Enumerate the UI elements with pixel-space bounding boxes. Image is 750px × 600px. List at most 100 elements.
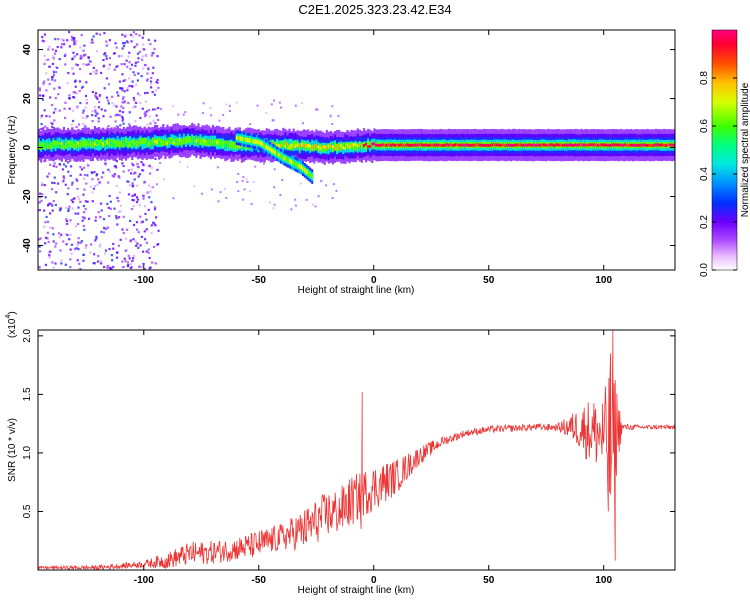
- spectrogram-noise-cell: [139, 266, 142, 269]
- spectrogram-noise-cell: [140, 74, 143, 78]
- spectrogram-noise-cell: [222, 113, 225, 116]
- spectrogram-noise-cell: [43, 54, 46, 57]
- spectrogram-ridge-cell: [304, 144, 308, 148]
- spectrogram-noise-cell: [117, 175, 120, 178]
- spectrogram-noise-cell: [151, 186, 154, 189]
- spectrogram-noise-cell: [148, 115, 151, 118]
- spectrogram-ridge-cell: [54, 142, 57, 146]
- spectrogram-noise-cell: [149, 122, 152, 125]
- spectrogram-noise-cell: [54, 38, 57, 41]
- spectrogram-branch-cell: [246, 137, 249, 143]
- spectrogram-noise-cell: [149, 266, 152, 269]
- spectrogram-noise-cell: [120, 115, 124, 118]
- spectrogram-branch-cell: [254, 139, 257, 144]
- spectrogram-noise-cell: [54, 97, 57, 100]
- spectrogram-ridge-cell: [491, 143, 494, 147]
- spectrogram-noise-cell: [145, 218, 148, 221]
- spectrogram-noise-cell: [128, 123, 131, 126]
- spectrogram-noise-cell: [43, 62, 46, 65]
- spectrogram-noise-cell: [126, 87, 129, 90]
- spectrogram-noise-cell: [106, 99, 110, 102]
- spectrogram-branch-cell: [300, 164, 303, 170]
- spectrogram-noise-cell: [67, 209, 70, 213]
- spectrogram-ridge-cell: [536, 143, 539, 147]
- spectrogram-noise-cell: [64, 53, 67, 56]
- spectrogram-ridge-cell: [342, 142, 345, 149]
- spectrogram-ridge-cell: [143, 140, 146, 143]
- spectrogram-noise-cell: [79, 57, 82, 60]
- spectrogram-noise-cell: [294, 104, 297, 107]
- spectrogram-ridge-cell: [344, 142, 347, 150]
- spectrogram-ridge-cell: [367, 145, 370, 149]
- spectrogram-noise-cell: [87, 63, 90, 66]
- spectrogram-ridge-cell: [503, 143, 506, 147]
- spectrogram-noise-cell: [193, 185, 196, 188]
- spectrogram-ridge-cell: [73, 141, 76, 145]
- spectrogram-branch-cell: [248, 138, 251, 143]
- spectrogram-noise-cell: [64, 165, 68, 168]
- spectrogram-noise-cell: [50, 76, 54, 79]
- spectrogram-noise-cell: [45, 115, 48, 118]
- spectrogram-noise-cell: [74, 42, 77, 45]
- spectrogram-noise-cell: [51, 181, 54, 184]
- spectrogram-noise-cell: [52, 127, 56, 130]
- spectrogram-noise-cell: [65, 218, 68, 221]
- spectrogram-ridge-cell: [654, 143, 657, 147]
- spectrogram-noise-cell: [145, 228, 148, 231]
- spectrogram-noise-cell: [72, 36, 75, 40]
- spectrogram-noise-cell: [141, 36, 144, 39]
- spectrogram-noise-cell: [113, 104, 116, 107]
- spectrogram-noise-cell: [60, 43, 63, 46]
- spectrogram-noise-cell: [66, 233, 69, 237]
- spectrogram-noise-cell: [107, 124, 110, 128]
- spectrogram-noise-cell: [64, 183, 67, 186]
- spectrogram-noise-cell: [300, 101, 303, 104]
- spectrogram-noise-cell: [72, 109, 75, 112]
- spectrogram-noise-cell: [156, 55, 159, 58]
- spectrogram-noise-cell: [67, 170, 70, 173]
- spectrogram-ridge-cell: [114, 140, 117, 148]
- spectrogram-noise-cell: [116, 64, 119, 68]
- spectrogram-noise-cell: [125, 228, 129, 231]
- spectrogram-ridge-cell: [75, 142, 78, 146]
- spectrogram-noise-cell: [123, 63, 126, 66]
- spectrogram-ridge-cell: [46, 141, 49, 145]
- spectrogram-noise-cell: [70, 252, 73, 255]
- spectrogram-noise-cell: [116, 91, 119, 94]
- spectrogram-noise-cell: [144, 113, 148, 117]
- spectrogram-noise-cell: [95, 32, 98, 35]
- spectrogram-ridge-cell: [406, 143, 409, 147]
- spectrogram-ridge-cell: [518, 143, 521, 147]
- spectrogram-xtick-label: 0: [371, 275, 377, 286]
- spectrogram-noise-cell: [93, 185, 97, 188]
- spectrogram-noise-cell: [217, 200, 220, 203]
- spectrogram-noise-cell: [129, 219, 132, 223]
- spectrogram-noise-cell: [119, 204, 122, 207]
- spectrogram-noise-cell: [57, 93, 60, 96]
- spectrogram-ridge-cell: [112, 143, 115, 147]
- spectrogram-ridge-cell: [660, 143, 664, 147]
- spectrogram-noise-cell: [143, 205, 147, 208]
- spectrogram-noise-cell: [78, 262, 81, 265]
- spectrogram-noise-cell: [43, 33, 47, 36]
- spectrogram-noise-cell: [119, 210, 122, 213]
- spectrogram-branch-cell: [290, 160, 293, 165]
- spectrogram-ridge-cell: [369, 144, 372, 148]
- spectrogram-ridge-cell: [617, 143, 620, 147]
- spectrogram-ridge-cell: [354, 142, 357, 150]
- spectrogram-noise-cell: [63, 54, 67, 57]
- spectrogram-ridge-cell: [141, 140, 144, 144]
- spectrogram-noise-cell: [58, 109, 61, 112]
- spectrogram-ridge-cell: [91, 143, 95, 147]
- spectrogram-noise-cell: [133, 46, 136, 49]
- spectrogram-ridge-cell: [317, 145, 320, 149]
- spectrogram-noise-cell: [52, 111, 55, 114]
- spectrogram-noise-cell: [39, 250, 42, 253]
- spectrogram-ridge-cell: [118, 140, 121, 144]
- spectrogram-noise-cell: [86, 115, 89, 118]
- spectrogram-noise-cell: [216, 166, 219, 169]
- spectrogram-ridge-cell: [71, 140, 74, 148]
- spectrogram-noise-cell: [38, 87, 41, 90]
- spectrogram-noise-cell: [133, 73, 136, 77]
- spectrogram-ridge-cell: [472, 143, 475, 147]
